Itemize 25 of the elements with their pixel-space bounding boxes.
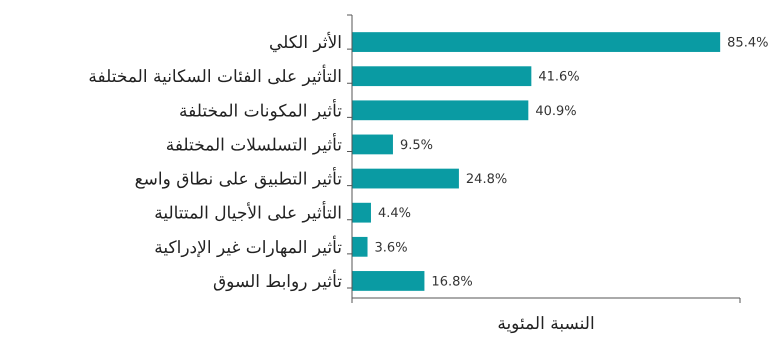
data-label: 3.6% xyxy=(374,240,408,256)
bar xyxy=(352,168,459,188)
y-tick-label: تأثير المهارات غير الإدراكية xyxy=(154,234,342,258)
data-label: 40.9% xyxy=(535,104,577,119)
data-label: 41.6% xyxy=(538,70,580,85)
data-label: 85.4% xyxy=(727,36,768,51)
y-tick-label: تأثير روابط السوق xyxy=(212,268,342,292)
bar xyxy=(352,66,532,86)
y-tick-label: تأثير التسلسلات المختلفة xyxy=(166,132,342,156)
y-tick-label: الأثر الكلي xyxy=(268,31,342,54)
y-tick-label: التأثير على الأجيال المتتالية xyxy=(154,200,342,224)
data-label: 16.8% xyxy=(431,274,473,290)
bar xyxy=(352,100,528,120)
data-label: 9.5% xyxy=(400,138,433,153)
data-label: 24.8% xyxy=(466,172,508,188)
y-tick-label: تأثير المكونات المختلفة xyxy=(179,98,342,122)
bar xyxy=(352,236,368,257)
bar xyxy=(352,32,720,52)
data-label: 4.4% xyxy=(378,206,411,222)
y-tick-label: التأثير على الفئات السكانية المختلفة xyxy=(88,64,342,88)
bar xyxy=(352,271,424,291)
bar xyxy=(352,202,371,223)
y-tick-label: تأثير التطبيق على نطاق واسع xyxy=(134,166,342,190)
x-axis-title: النسبة المئوية xyxy=(497,314,595,334)
bar xyxy=(352,134,393,154)
